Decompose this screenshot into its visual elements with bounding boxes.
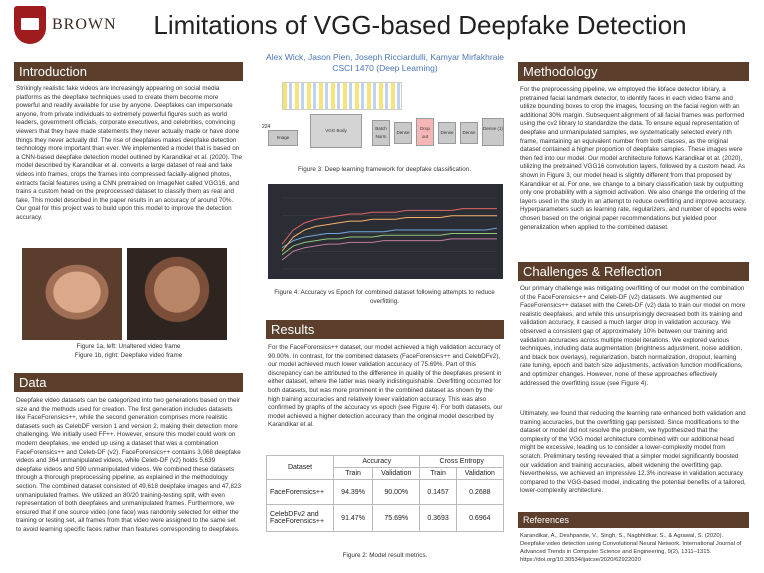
- sub-validation: Validation: [455, 467, 505, 480]
- chart-svg: [281, 197, 498, 270]
- methodology-body: For the preprocessing pipeline, we emplo…: [520, 86, 747, 231]
- cell-acc-train: 91.47%: [332, 504, 374, 532]
- brand-text: BROWN: [52, 16, 117, 33]
- methodology-heading: Methodology: [518, 62, 749, 81]
- challenges-body-1: Our primary challenge was mitigating ove…: [520, 285, 746, 387]
- figure4-caption: Figure 4: Accuracy vs Epoch for combined…: [274, 289, 495, 305]
- figure1-caption: Figure 1a, left: Unaltered video frame F…: [14, 343, 243, 360]
- dim-left-label: 224: [262, 124, 271, 130]
- figure1a-caption: Figure 1a, left: Unaltered video frame: [76, 343, 181, 350]
- series-line-2: [281, 215, 497, 252]
- authors-block: Alex Wick, Jason Pien, Joseph Ricciardul…: [240, 52, 530, 74]
- series-line-0: [281, 208, 497, 245]
- row-name: CelebDFv2 and FaceForensics++: [266, 504, 334, 532]
- input-image-block: Image: [268, 130, 298, 146]
- dense-block-2: Dense: [438, 122, 456, 144]
- cell-ce-train: 0.3693: [419, 504, 457, 532]
- dense-block-3: Dense: [460, 122, 478, 144]
- feature-map-stack: [282, 82, 407, 112]
- poster-title: Limitations of VGG-based Deepfake Detect…: [153, 10, 687, 40]
- cell-ce-train: 0.1457: [419, 479, 457, 505]
- table-row: FaceForensics++ 94.39% 90.00% 0.1457 0.2…: [266, 479, 505, 505]
- dropout-block: Drop out: [416, 118, 434, 146]
- table-row: CelebDFv2 and FaceForensics++ 91.47% 75.…: [266, 504, 505, 532]
- series-line-1: [281, 227, 498, 249]
- architecture-diagram: 224 224 Image VGG Body Batch Norm Dense …: [262, 80, 507, 160]
- course: CSCI 1470 (Deep Learning): [332, 63, 438, 73]
- col-dataset: Dataset: [266, 455, 334, 480]
- brown-shield-icon: [14, 6, 46, 44]
- deepfake-frame-image: [127, 248, 227, 340]
- row-name: FaceForensics++: [266, 479, 334, 505]
- data-body: Deepfake video datasets can be categoriz…: [16, 397, 241, 533]
- authors: Alex Wick, Jason Pien, Joseph Ricciardul…: [265, 52, 505, 62]
- results-heading: Results: [266, 320, 504, 339]
- references-heading: References: [518, 512, 749, 528]
- introduction-heading: Introduction: [14, 62, 243, 81]
- cell-ce-val: 0.6964: [455, 504, 505, 532]
- col-accuracy: Accuracy: [332, 455, 421, 468]
- accuracy-epoch-chart: [268, 184, 503, 279]
- dense-output-block: Dense (1): [482, 118, 504, 146]
- series-line-3: [281, 233, 497, 256]
- sub-validation: Validation: [372, 467, 421, 480]
- challenges-heading: Challenges & Reflection: [518, 262, 749, 281]
- results-body: For the FaceForensics++ dataset, our mod…: [268, 344, 503, 429]
- data-heading: Data: [14, 373, 243, 392]
- dense-block-1: Dense: [394, 122, 412, 144]
- cell-acc-train: 94.39%: [332, 479, 374, 505]
- cell-acc-val: 75.69%: [372, 504, 421, 532]
- challenges-body-2: Ultimately, we found that reducing the l…: [520, 410, 746, 495]
- vgg-body-block: VGG Body: [310, 114, 362, 148]
- references-body: Karandikar, A., Deshpande, V., Singh, S.…: [520, 533, 742, 563]
- results-table: Dataset Accuracy Cross Entropy Train Val…: [266, 455, 505, 532]
- figure3-caption: Figure 3: Deep learning framework for de…: [298, 166, 471, 173]
- batch-norm-block: Batch Norm: [372, 120, 390, 146]
- unaltered-frame-image: [22, 248, 122, 340]
- col-cross-entropy: Cross Entropy: [419, 455, 504, 468]
- cell-ce-val: 0.2688: [455, 479, 505, 505]
- sub-train: Train: [332, 467, 374, 480]
- figure1b-caption: Figure 1b, right: Deepfake video frame: [74, 351, 183, 359]
- introduction-body: Strikingly realistic fake videos are inc…: [16, 85, 243, 221]
- brown-logo: BROWN: [14, 6, 134, 50]
- table-caption: Figure 2: Model result metrics.: [342, 552, 428, 559]
- series-line-4: [281, 238, 497, 261]
- cell-acc-val: 90.00%: [372, 479, 421, 505]
- sub-train: Train: [419, 467, 457, 480]
- results-table-wrap: Dataset Accuracy Cross Entropy Train Val…: [266, 455, 505, 532]
